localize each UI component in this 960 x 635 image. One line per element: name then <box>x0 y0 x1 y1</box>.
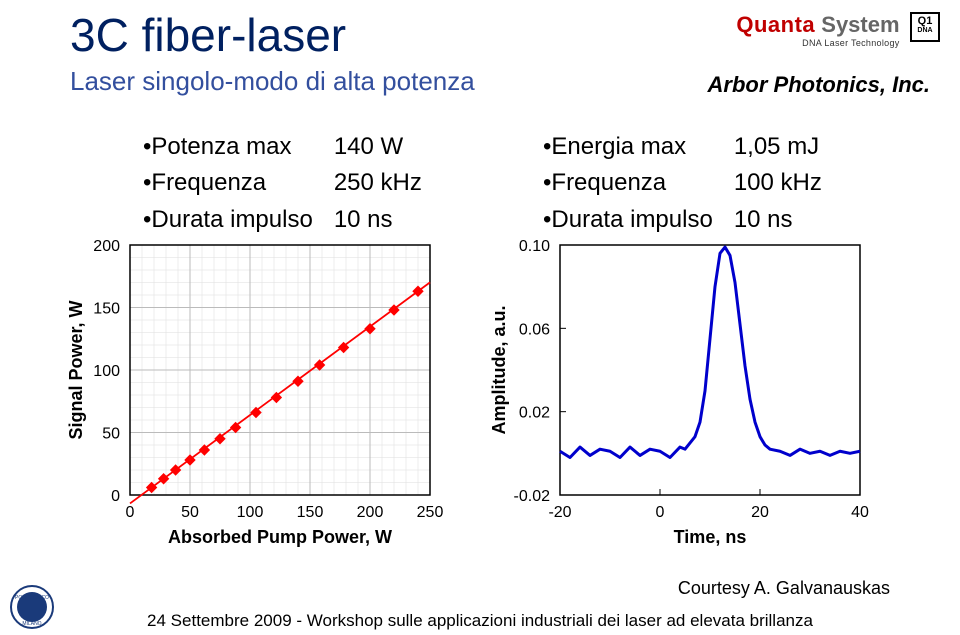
svg-text:50: 50 <box>102 426 120 443</box>
company-name: Arbor Photonics, Inc. <box>708 72 930 98</box>
svg-text:0.06: 0.06 <box>519 321 550 338</box>
svg-text:-0.02: -0.02 <box>514 488 551 505</box>
svg-text:250: 250 <box>417 504 444 521</box>
page-title: 3C fiber-laser <box>70 8 346 62</box>
slide-root: { "header": { "title": "3C fiber-laser",… <box>0 0 960 635</box>
page-subtitle: Laser singolo-modo di alta potenza <box>70 66 475 97</box>
svg-text:Signal Power, W: Signal Power, W <box>66 300 86 439</box>
svg-text:200: 200 <box>357 504 384 521</box>
chart-area: 050100150200250050100150200Absorbed Pump… <box>60 235 910 565</box>
brand-dna: DNA <box>912 27 938 35</box>
svg-text:100: 100 <box>93 363 120 380</box>
footer-text: 24 Settembre 2009 - Workshop sulle appli… <box>0 611 960 631</box>
svg-text:-20: -20 <box>548 504 571 521</box>
svg-text:20: 20 <box>751 504 769 521</box>
bullets-right: •Energia max1,05 mJ •Frequenza100 kHz •D… <box>540 128 842 239</box>
svg-text:0.02: 0.02 <box>519 405 550 422</box>
bullets-left: •Potenza max140 W •Frequenza250 kHz •Dur… <box>140 128 442 239</box>
svg-text:0.10: 0.10 <box>519 238 550 255</box>
charts-svg: 050100150200250050100150200Absorbed Pump… <box>60 235 910 575</box>
brand-block: Quanta System DNA Laser Technology Q1 DN… <box>736 12 940 51</box>
svg-text:0: 0 <box>656 504 665 521</box>
svg-text:Absorbed Pump Power, W: Absorbed Pump Power, W <box>168 527 392 547</box>
brand-system: System <box>815 12 899 37</box>
svg-text:40: 40 <box>851 504 869 521</box>
svg-text:0: 0 <box>126 504 135 521</box>
svg-text:Amplitude, a.u.: Amplitude, a.u. <box>489 305 509 434</box>
svg-text:Time, ns: Time, ns <box>674 527 747 547</box>
q1-icon: Q1 DNA <box>910 12 940 42</box>
svg-text:POLITECNICO: POLITECNICO <box>15 595 49 601</box>
courtesy-text: Courtesy A. Galvanauskas <box>678 578 890 599</box>
brand-q1: Q1 <box>912 15 938 27</box>
svg-text:0: 0 <box>111 488 120 505</box>
svg-text:150: 150 <box>297 504 324 521</box>
svg-text:100: 100 <box>237 504 264 521</box>
brand-tagline: DNA Laser Technology <box>736 38 899 48</box>
brand-quanta: Quanta <box>736 12 815 37</box>
svg-text:150: 150 <box>93 301 120 318</box>
svg-text:200: 200 <box>93 238 120 255</box>
svg-text:50: 50 <box>181 504 199 521</box>
